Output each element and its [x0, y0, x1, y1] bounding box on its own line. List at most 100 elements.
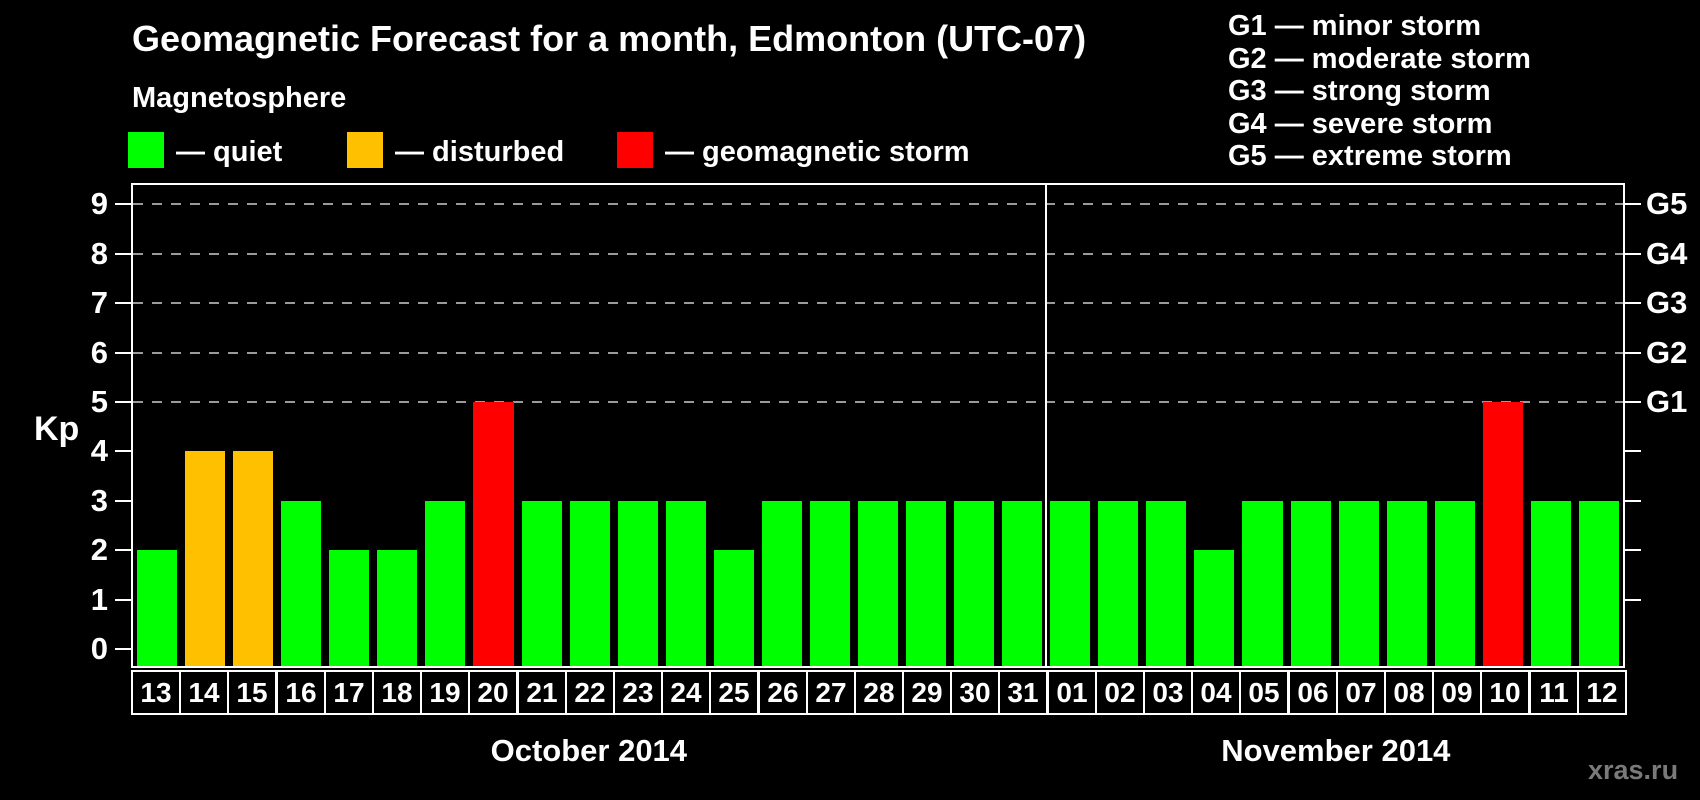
y-axis-tick-8 — [115, 252, 131, 255]
y-axis-tick-label-8: 8 — [90, 235, 108, 271]
day-label-oct-28: 28 — [854, 670, 904, 715]
y-axis-tick-label-7: 7 — [90, 285, 108, 321]
y-axis-tick-7 — [115, 302, 131, 305]
gridline-kp6 — [133, 351, 1623, 354]
day-label-nov-06: 06 — [1288, 670, 1338, 715]
y-axis-tick-3 — [115, 499, 131, 502]
g2-legend-line: G2 — moderate storm — [1228, 42, 1531, 75]
kp-bar-oct-31 — [1002, 500, 1043, 666]
day-label-nov-08: 08 — [1384, 670, 1434, 715]
kp-bar-nov-09 — [1434, 500, 1475, 666]
g-scale-legend: G1 — minor storm G2 — moderate storm G3 … — [1228, 10, 1531, 173]
kp-bar-oct-20 — [473, 402, 514, 666]
y-axis-tick-label-3: 3 — [90, 482, 108, 518]
g1-legend-line: G1 — minor storm — [1228, 10, 1481, 42]
month-label-nov: November 2014 — [1221, 733, 1451, 768]
day-label-oct-27: 27 — [806, 670, 856, 715]
day-label-nov-04: 04 — [1191, 670, 1241, 715]
right-axis-label-g1: G1 — [1646, 384, 1688, 419]
kp-bar-oct-28 — [857, 500, 899, 666]
y-axis-tick-label-5: 5 — [90, 384, 108, 419]
kp-bar-nov-04 — [1194, 550, 1235, 666]
day-label-nov-01: 01 — [1047, 670, 1097, 715]
y-axis-tick-5 — [115, 401, 131, 403]
day-label-oct-24: 24 — [661, 670, 711, 715]
kp-bar-nov-02 — [1098, 500, 1139, 666]
y-axis-tick-9 — [115, 203, 131, 206]
day-label-oct-13: 13 — [131, 670, 181, 715]
day-label-oct-16: 16 — [276, 670, 326, 715]
quiet-legend-swatch — [128, 132, 164, 168]
kp-bar-nov-11 — [1530, 500, 1571, 666]
kp-bar-oct-22 — [569, 500, 610, 666]
right-axis-tick-1 — [1623, 598, 1641, 601]
right-axis-tick-3 — [1623, 499, 1641, 502]
kp-bar-oct-24 — [665, 500, 706, 666]
kp-bar-nov-05 — [1242, 500, 1283, 666]
right-axis-tick-2 — [1623, 549, 1641, 552]
day-label-oct-21: 21 — [517, 670, 567, 715]
disturbed-legend-swatch — [347, 132, 383, 168]
day-label-oct-15: 15 — [227, 670, 277, 715]
day-label-nov-02: 02 — [1095, 670, 1145, 715]
kp-bar-oct-16 — [281, 500, 322, 666]
kp-bar-nov-01 — [1050, 500, 1091, 666]
storm-legend-label: — geomagnetic storm — [665, 136, 970, 168]
y-axis-tick-label-6: 6 — [90, 334, 108, 370]
kp-bar-nov-08 — [1386, 500, 1427, 666]
right-axis-tick-9 — [1623, 203, 1641, 206]
g3-legend-line: G3 — strong storm — [1228, 75, 1491, 107]
kp-bar-oct-30 — [954, 500, 995, 666]
storm-legend-swatch — [617, 132, 653, 168]
y-axis-tick-label-4: 4 — [90, 433, 108, 469]
right-axis-label-g5: G5 — [1646, 186, 1688, 222]
day-label-nov-10: 10 — [1480, 670, 1530, 715]
right-axis-tick-7 — [1623, 302, 1641, 305]
kp-bar-oct-27 — [809, 500, 850, 666]
y-axis-tick-2 — [115, 549, 131, 552]
right-axis-label-g2: G2 — [1646, 334, 1688, 370]
y-axis-tick-4 — [115, 450, 131, 453]
kp-bar-oct-14 — [185, 451, 226, 666]
day-label-oct-19: 19 — [420, 670, 470, 715]
magnetosphere-legend-heading: Magnetosphere — [132, 82, 347, 114]
right-axis-tick-8 — [1623, 252, 1641, 255]
right-axis-label-g4: G4 — [1646, 235, 1688, 271]
day-label-oct-17: 17 — [324, 670, 374, 715]
day-label-nov-03: 03 — [1143, 670, 1193, 715]
kp-bar-oct-21 — [521, 500, 562, 666]
day-label-oct-20: 20 — [468, 670, 518, 715]
y-axis-tick-label-2: 2 — [90, 532, 108, 568]
right-axis-tick-4 — [1623, 450, 1641, 453]
month-label-oct: October 2014 — [490, 733, 688, 768]
chart-title: Geomagnetic Forecast for a month, Edmont… — [132, 18, 1087, 59]
day-label-oct-18: 18 — [372, 670, 422, 715]
right-axis-label-g3: G3 — [1646, 285, 1688, 321]
y-axis-tick-6 — [115, 351, 131, 354]
kp-bar-nov-03 — [1146, 500, 1187, 666]
kp-bar-nov-12 — [1578, 500, 1619, 666]
day-label-oct-29: 29 — [902, 670, 952, 715]
day-label-oct-30: 30 — [950, 670, 1000, 715]
y-axis-tick-label-0: 0 — [90, 631, 108, 666]
gridline-kp5 — [133, 401, 1623, 403]
y-axis-tick-1 — [115, 598, 131, 601]
kp-bar-oct-23 — [617, 500, 658, 666]
day-label-oct-23: 23 — [613, 670, 663, 715]
day-label-nov-07: 07 — [1336, 670, 1386, 715]
disturbed-legend-label: — disturbed — [395, 136, 565, 168]
day-label-nov-12: 12 — [1577, 670, 1627, 715]
kp-bar-oct-13 — [137, 550, 178, 666]
y-axis-tick-label-9: 9 — [90, 186, 108, 222]
kp-bar-nov-10 — [1482, 402, 1523, 666]
kp-bar-oct-25 — [713, 550, 754, 666]
day-label-oct-22: 22 — [565, 670, 615, 715]
day-label-oct-31: 31 — [998, 670, 1048, 715]
kp-bar-oct-26 — [761, 500, 802, 666]
watermark: xras.ru — [1588, 755, 1679, 785]
right-axis-tick-6 — [1623, 351, 1641, 354]
kp-bar-oct-29 — [906, 500, 947, 666]
quiet-legend-label: — quiet — [176, 136, 283, 168]
gridline-kp7 — [133, 302, 1623, 305]
